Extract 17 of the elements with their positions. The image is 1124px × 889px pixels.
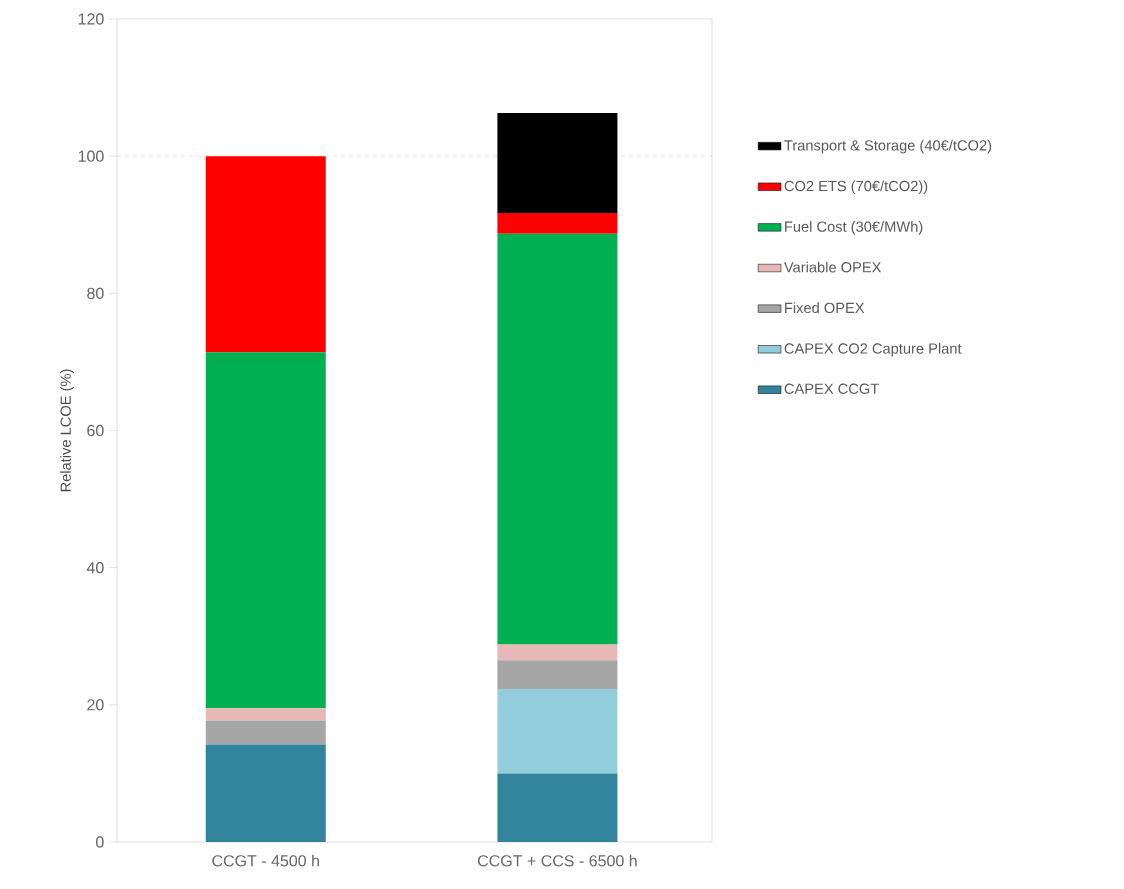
- y-tick-label: 120: [78, 13, 104, 25]
- x-tick-label: CCGT - 4500 h: [212, 854, 319, 867]
- y-tick-label: 0: [96, 836, 104, 848]
- legend-label: Fixed OPEX: [785, 302, 865, 314]
- legend-label: Transport & Storage (40€/tCO2): [784, 139, 992, 154]
- legend-label: CO2 ETS (70€/tCO2)): [784, 180, 928, 195]
- legend-label: Variable OPEX: [783, 261, 882, 273]
- y-tick-label: 20: [87, 699, 104, 711]
- y-tick-label: 100: [78, 150, 104, 162]
- y-axis-title: Relative LCOE (%): [60, 369, 74, 492]
- legend-label: CAPEX CCGT: [784, 383, 879, 394]
- y-tick-label: 80: [87, 287, 104, 299]
- legend-label: CAPEX CO2 Capture Plant: [784, 342, 962, 357]
- y-tick-label: 60: [87, 424, 104, 437]
- legend-label: Fuel Cost (30€/MWh): [785, 221, 923, 235]
- y-tick-label: 40: [86, 562, 104, 574]
- x-tick-label: CCGT + CCS - 6500 h: [477, 854, 637, 867]
